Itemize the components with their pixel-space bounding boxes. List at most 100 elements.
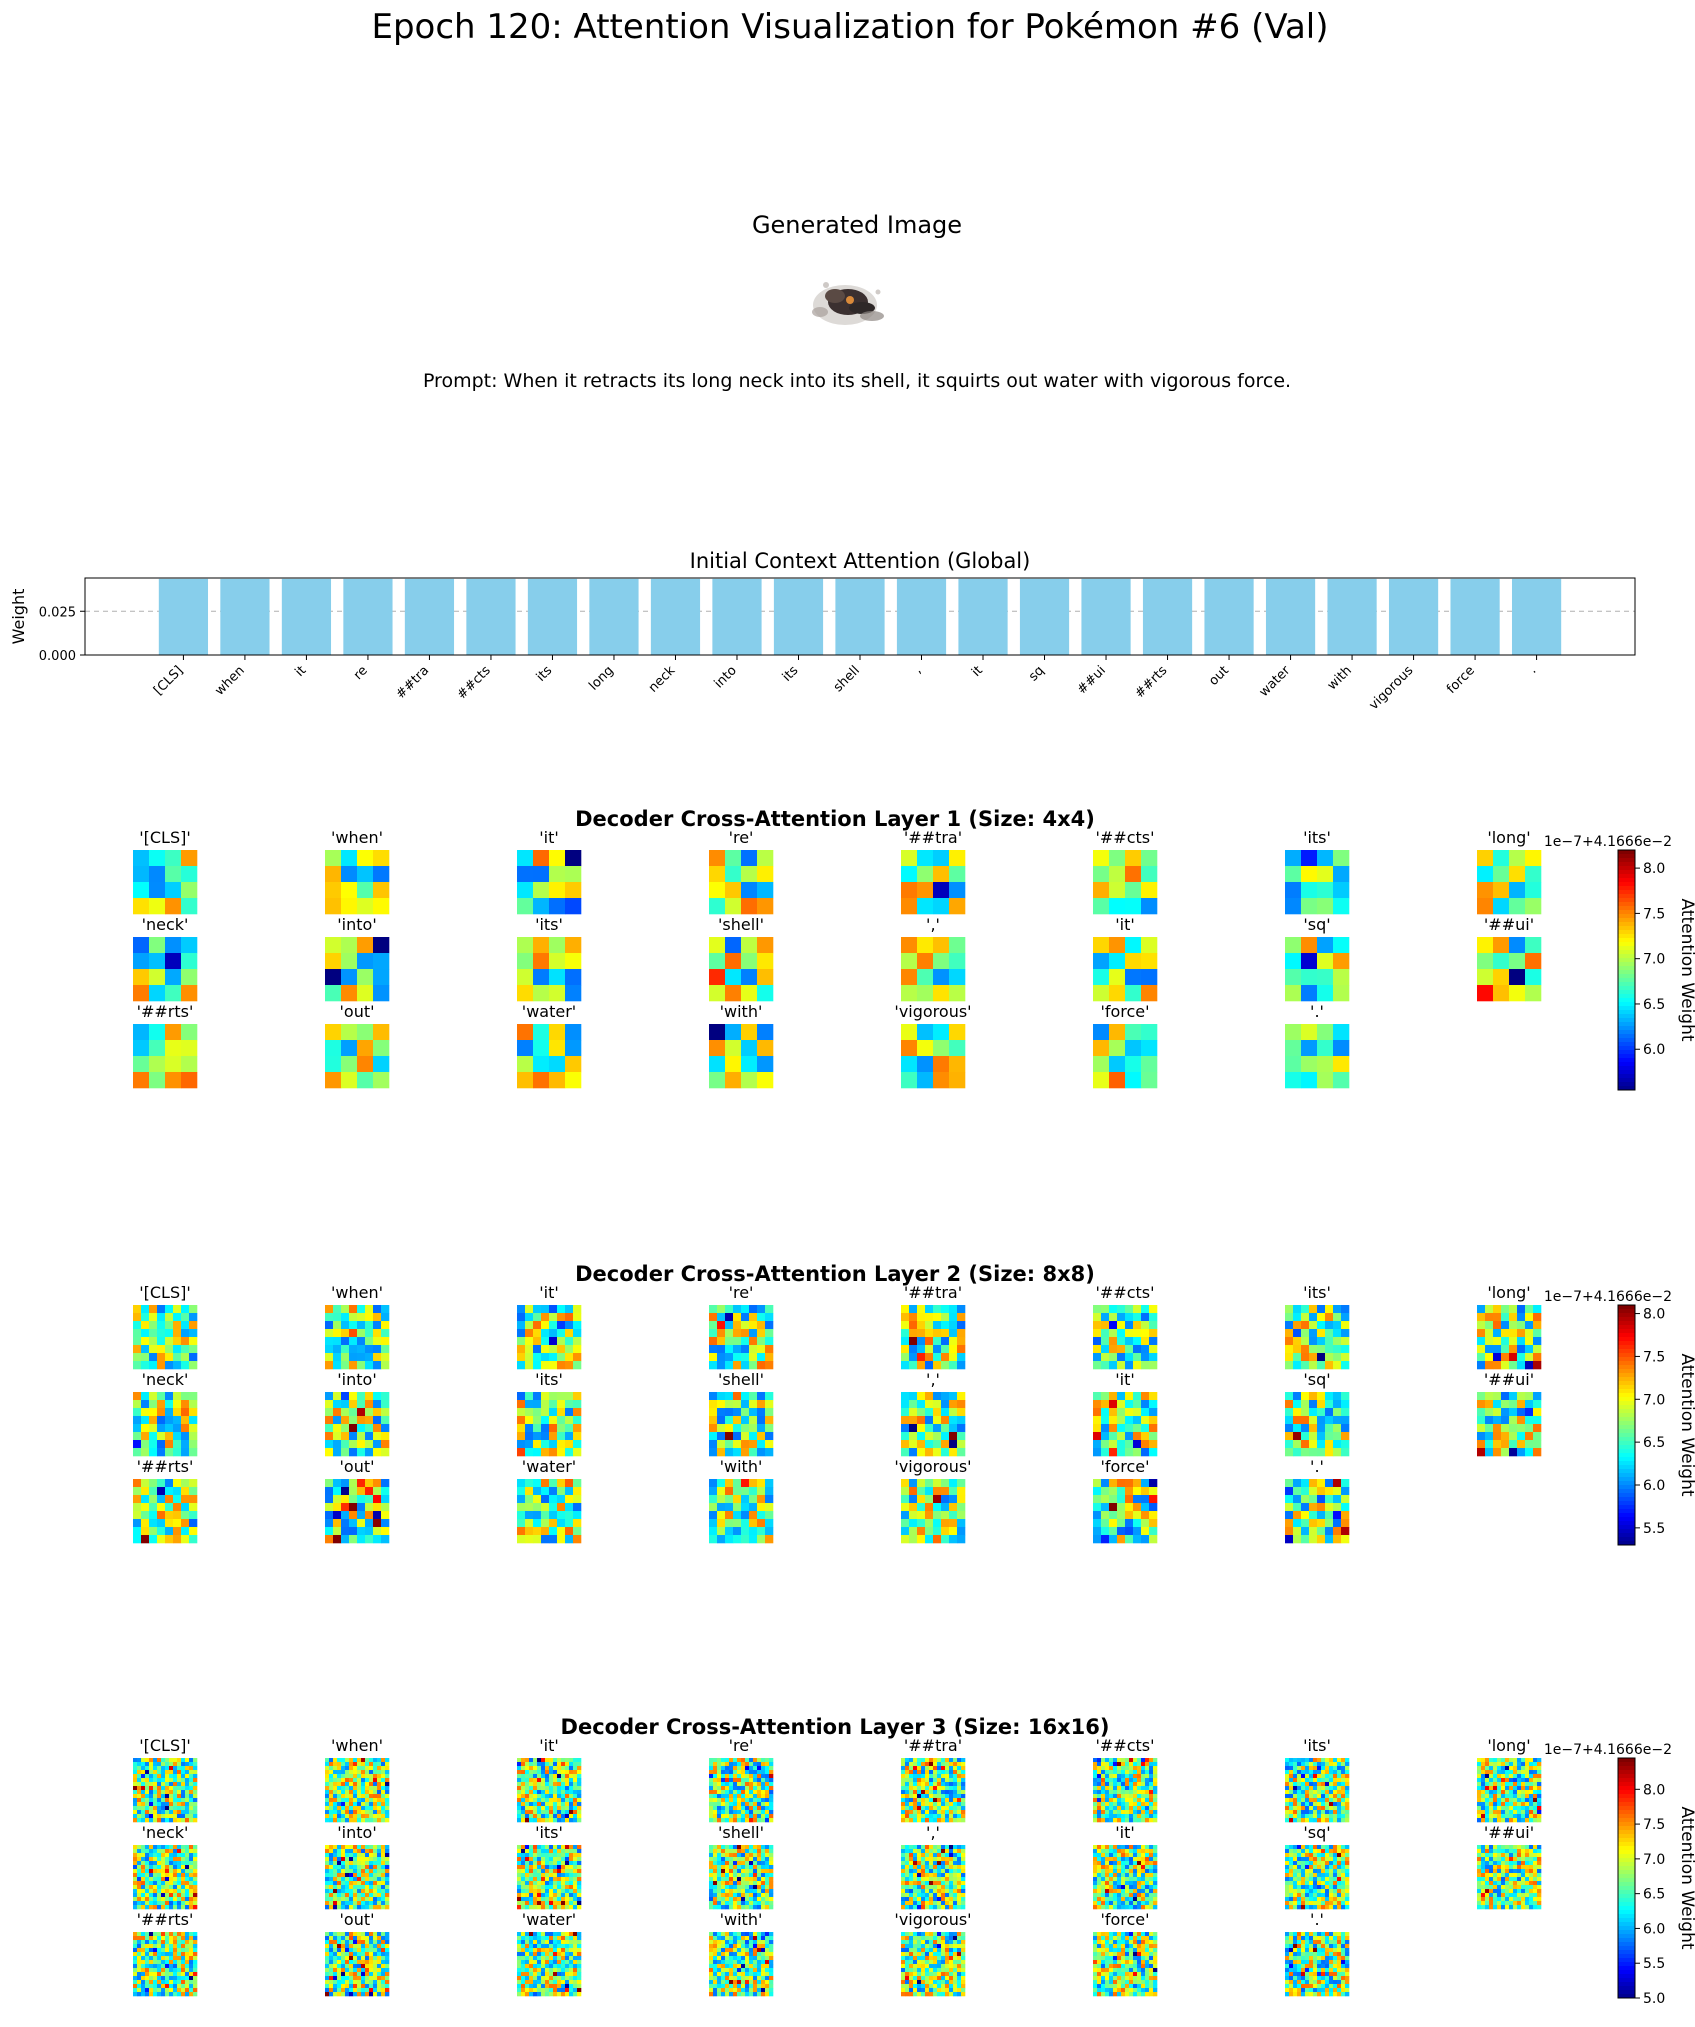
heatmap-cell	[1509, 898, 1526, 915]
x-tick-label: out	[1206, 663, 1232, 689]
heatmap-cell	[189, 1345, 198, 1354]
heatmap-cell	[1117, 1802, 1122, 1807]
heatmap-cell	[1329, 1758, 1334, 1763]
heatmap-cell	[1521, 1794, 1526, 1799]
heatmap-cell	[1129, 1790, 1134, 1795]
heatmap-cell	[517, 1762, 522, 1767]
heatmap-cell	[173, 1527, 182, 1536]
heatmap-cell	[725, 1519, 734, 1528]
heatmap-cell	[561, 1873, 566, 1878]
heatmap-cell	[137, 1873, 142, 1878]
heatmap-cell	[901, 1040, 918, 1057]
heatmap-cell	[1317, 1024, 1334, 1041]
heatmap-token-label: ','	[926, 1370, 940, 1389]
heatmap-cell	[1525, 1353, 1534, 1362]
heatmap-cell	[901, 1770, 906, 1775]
heatmap-cell	[565, 1893, 570, 1898]
heatmap-cell	[541, 1329, 550, 1338]
heatmap-cell	[1109, 1487, 1118, 1496]
heatmap-cell	[185, 1810, 190, 1815]
heatmap-cell	[725, 985, 742, 1002]
heatmap-cell	[945, 1770, 950, 1775]
heatmap-cell	[177, 1885, 182, 1890]
heatmap-cell	[341, 1778, 346, 1783]
colorbar-segment	[1618, 1305, 1635, 1310]
heatmap-cell	[541, 1869, 546, 1874]
heatmap-cell	[149, 1313, 158, 1322]
heatmap-cell	[1521, 1786, 1526, 1791]
heatmap-cell	[373, 1810, 378, 1815]
heatmap-cell	[377, 1758, 382, 1763]
heatmap-cell	[1325, 1440, 1334, 1449]
heatmap-cell	[1521, 1774, 1526, 1779]
heatmap-cell	[145, 1786, 150, 1791]
heatmap-cell	[1109, 1782, 1114, 1787]
heatmap-cell	[737, 1798, 742, 1803]
heatmap-cell	[1125, 1479, 1134, 1488]
heatmap-cell	[537, 1802, 542, 1807]
heatmap-cell	[177, 1889, 182, 1894]
heatmap-cell	[709, 985, 726, 1002]
heatmap-cell	[157, 1853, 162, 1858]
heatmap-cell	[1093, 1353, 1102, 1362]
heatmap-cell	[761, 1782, 766, 1787]
heatmap-cell	[1325, 1814, 1330, 1819]
heatmap-cell	[1285, 953, 1302, 970]
heatmap-cell	[157, 1889, 162, 1894]
heatmap-cell	[181, 1885, 186, 1890]
heatmap-cell	[1517, 1345, 1526, 1354]
heatmap-cell	[1289, 1790, 1294, 1795]
heatmap-cell	[365, 1814, 370, 1819]
heatmap-cell	[525, 1392, 534, 1401]
heatmap-cell	[1133, 1790, 1138, 1795]
heatmap-cell	[1317, 1794, 1322, 1799]
heatmap-cell	[1137, 1798, 1142, 1803]
heatmap-cell	[1525, 1818, 1530, 1823]
heatmap-cell	[137, 1794, 142, 1799]
heatmap-cell	[1477, 1432, 1486, 1441]
heatmap-cell	[373, 1897, 378, 1902]
heatmap-cell	[1533, 1766, 1538, 1771]
heatmap-cell	[1493, 1782, 1498, 1787]
heatmap-cell	[157, 1392, 166, 1401]
heatmap-cell	[341, 1802, 346, 1807]
heatmap-cell	[1497, 1798, 1502, 1803]
heatmap-cell	[565, 953, 582, 970]
heatmap-cell	[717, 1790, 722, 1795]
heatmap-cell	[1285, 1527, 1294, 1536]
heatmap-cell	[333, 1495, 342, 1504]
heatmap-cell	[1117, 1408, 1126, 1417]
heatmap-cell	[1341, 1408, 1350, 1417]
heatmap-cell	[1133, 1329, 1142, 1338]
heatmap-cell	[717, 1408, 726, 1417]
heatmap-cell	[733, 1503, 742, 1512]
heatmap-cell	[133, 1814, 138, 1819]
heatmap-cell	[1141, 1802, 1146, 1807]
heatmap-cell	[1477, 1329, 1486, 1338]
heatmap-cell	[565, 1798, 570, 1803]
heatmap-cell	[349, 1885, 354, 1890]
heatmap-cell	[385, 1786, 390, 1791]
heatmap-cell	[189, 1885, 194, 1890]
heatmap-cell	[913, 1774, 918, 1779]
heatmap-cell	[1501, 1416, 1510, 1425]
heatmap-cell	[549, 866, 566, 883]
heatmap-cell	[1301, 866, 1318, 883]
heatmap-cell	[1289, 1770, 1294, 1775]
heatmap-cell	[141, 1424, 150, 1433]
heatmap-cell	[717, 1535, 726, 1544]
heatmap-cell	[533, 1881, 538, 1886]
heatmap-cell	[149, 1040, 166, 1057]
heatmap-cell	[193, 1889, 198, 1894]
heatmap-cell	[345, 1881, 350, 1886]
heatmap-layer: Decoder Cross-Attention Layer 3 (Size: 1…	[133, 1715, 1695, 2007]
heatmap-cell	[153, 1762, 158, 1767]
heatmap-cell	[173, 1853, 178, 1858]
heatmap-cell	[1517, 1794, 1522, 1799]
heatmap-cell	[765, 1321, 774, 1330]
heatmap-cell	[1333, 1361, 1342, 1370]
heatmap-cell	[161, 1818, 166, 1823]
heatmap-cell	[357, 1337, 366, 1346]
heatmap-cell	[517, 1905, 522, 1910]
heatmap-cell	[1301, 1305, 1310, 1314]
